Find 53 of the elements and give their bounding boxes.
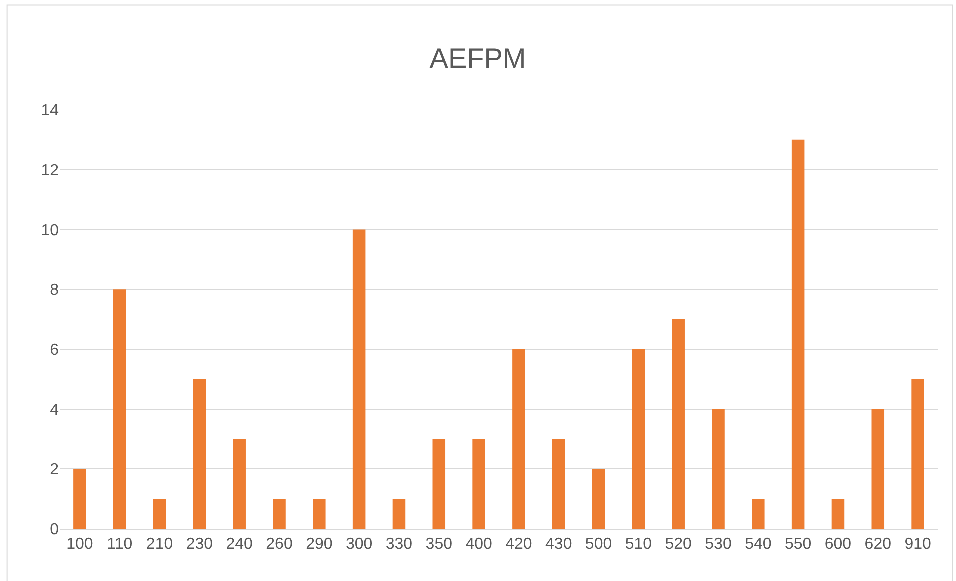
x-tick-label: 100 <box>66 536 94 554</box>
x-tick-label: 210 <box>146 536 174 554</box>
x-tick-label: 240 <box>226 536 254 554</box>
bar <box>352 230 366 529</box>
x-tick-label: 510 <box>625 536 652 554</box>
bar <box>752 499 765 529</box>
x-tick-label: 350 <box>426 536 453 554</box>
x-tick-label: 330 <box>386 536 413 554</box>
bar <box>432 439 446 529</box>
bar <box>792 140 805 529</box>
bar <box>832 499 845 529</box>
x-tick-label: 530 <box>705 536 732 554</box>
y-tick-label: 0 <box>50 522 60 539</box>
x-tick-label: 420 <box>506 536 532 554</box>
bar <box>313 499 326 529</box>
y-tick-label: 2 <box>50 462 60 479</box>
x-tick-label: 500 <box>585 536 612 554</box>
x-tick-label: 290 <box>306 536 333 554</box>
x-tick-label: 260 <box>266 536 293 554</box>
x-tick-label: 430 <box>546 536 572 554</box>
x-tick-label: 620 <box>864 536 892 554</box>
y-tick-label: 8 <box>50 282 60 300</box>
x-tick-label: 520 <box>665 536 692 554</box>
bar <box>113 290 126 529</box>
y-tick-label: 12 <box>41 162 60 180</box>
chart-title: AEFPM <box>430 42 526 74</box>
bar <box>592 469 606 529</box>
x-tick-label: 110 <box>107 536 133 554</box>
bar <box>273 499 286 529</box>
bar <box>672 320 685 529</box>
bar <box>153 499 166 529</box>
bar <box>712 409 725 529</box>
x-tick-label: 540 <box>745 536 772 554</box>
bar <box>872 409 885 529</box>
x-tick-label: 400 <box>466 536 492 554</box>
y-tick-label: 14 <box>41 102 60 120</box>
y-tick-label: 4 <box>50 402 60 419</box>
x-tick-label: 300 <box>346 536 373 554</box>
bar <box>392 499 406 529</box>
bar <box>472 439 486 529</box>
x-tick-label: 910 <box>904 536 932 554</box>
bar <box>552 439 566 529</box>
x-tick-label: 230 <box>186 536 214 554</box>
bar <box>233 439 246 529</box>
bar <box>912 379 924 529</box>
bar <box>193 379 206 529</box>
x-tick-label: 550 <box>784 536 812 554</box>
y-tick-label: 6 <box>50 342 60 360</box>
bar <box>74 469 86 529</box>
bar <box>632 349 646 529</box>
bar <box>512 349 526 529</box>
x-tick-label: 600 <box>824 536 852 554</box>
y-tick-label: 10 <box>41 222 60 240</box>
